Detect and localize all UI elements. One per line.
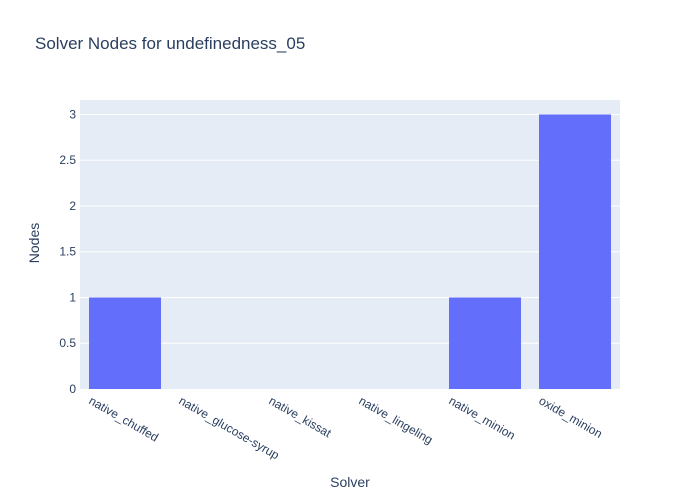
- bar-native_minion[interactable]: [449, 297, 521, 389]
- plot-background: [80, 100, 620, 389]
- y-tick-label: 2: [69, 199, 76, 213]
- x-tick-label: native_minion: [447, 393, 518, 442]
- x-tick-label: native_lingeling: [357, 393, 436, 446]
- x-tick-labels: native_chuffed native_glucose-syrupnative…: [87, 393, 605, 462]
- bar-oxide_minion[interactable]: [539, 114, 611, 389]
- y-tick-label: 0.5: [59, 336, 76, 350]
- x-tick-label: native_kissat: [267, 393, 335, 440]
- x-tick-label: oxide_minion: [537, 393, 605, 440]
- x-axis-label: Solver: [330, 474, 370, 490]
- y-tick-label: 0: [69, 382, 76, 396]
- y-tick-label: 3: [69, 107, 76, 121]
- gridlines: [80, 113, 620, 344]
- y-tick-label: 1: [69, 290, 76, 304]
- y-tick-label: 1.5: [59, 245, 76, 259]
- chart-title: Solver Nodes for undefinedness_05: [35, 34, 306, 53]
- y-tick-labels: 0 0.5 1 1.5 2 2.5 3: [59, 107, 76, 396]
- x-tick-label: native_chuffed: [87, 393, 161, 444]
- x-tick-label: native_glucose-syrup: [177, 393, 282, 462]
- y-tick-label: 2.5: [59, 153, 76, 167]
- bar-native_chuffed[interactable]: [89, 297, 161, 389]
- bars: [89, 114, 611, 389]
